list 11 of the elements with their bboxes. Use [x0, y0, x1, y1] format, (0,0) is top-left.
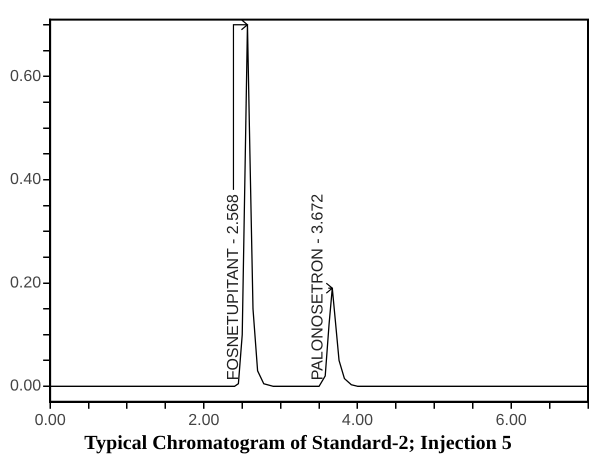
y-tick-label: 0.40 [10, 171, 42, 188]
y-tick-label: 0.00 [10, 378, 42, 395]
annotation: PALONOSETRON - 3.672 [310, 194, 327, 380]
x-tick-label: 4.00 [342, 412, 374, 429]
x-tick-label: 0.00 [34, 412, 66, 429]
x-tick-label: 2.00 [188, 412, 220, 429]
y-tick-label: 0.60 [10, 68, 42, 85]
text: Typical Chromatogram of Standard-2; Injection 5 [84, 432, 512, 454]
y-tick-label: 0.20 [10, 274, 42, 292]
annotation: FOSNETUPITANT - 2.568 [224, 194, 242, 380]
x-tick-label: 6.00 [496, 412, 527, 429]
